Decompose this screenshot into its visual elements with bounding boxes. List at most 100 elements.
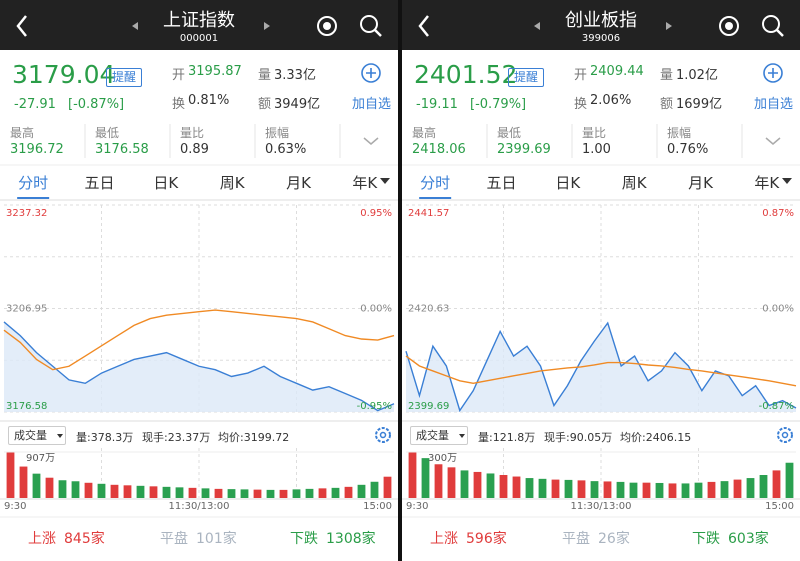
dropdown-arrow — [380, 178, 390, 184]
footer-line — [0, 516, 398, 518]
price: 2401.52 — [414, 60, 518, 89]
price-chart: 2441.57 2420.63 2399.69 0.87% 0.00% -0.87% — [402, 204, 800, 422]
field-value: 2409.44 — [590, 64, 644, 79]
prev-arrow — [132, 22, 138, 30]
stats-lines — [0, 124, 398, 201]
dropdown-arrow — [459, 434, 465, 438]
change: -19.11 — [416, 97, 458, 112]
tab[interactable]: 周K — [219, 174, 245, 192]
y-tick-label: 300万 — [428, 453, 457, 464]
stat-value: 3196.72 — [10, 142, 64, 157]
prev-arrow — [534, 22, 540, 30]
x-label: 15:00 — [765, 501, 794, 512]
tab[interactable]: 年K — [352, 174, 378, 192]
volume-bar — [408, 452, 417, 498]
y-tick-label: 3237.32 — [6, 208, 47, 219]
volume-bar — [668, 483, 677, 498]
tab[interactable]: 月K — [688, 174, 713, 192]
header-icons — [16, 15, 382, 37]
add-watchlist[interactable]: 加自选 — [352, 97, 392, 112]
add-plus — [768, 68, 778, 78]
code: 399006 — [581, 33, 621, 44]
volume-button[interactable]: 成交量 — [8, 426, 66, 445]
search-handle — [776, 29, 784, 37]
price-line — [405, 321, 797, 413]
tab[interactable]: 年K — [754, 174, 780, 192]
x-label: 9:30 — [406, 501, 429, 512]
settings-center — [781, 431, 789, 439]
field-label: 量 — [660, 68, 674, 83]
tab[interactable]: 分时 — [420, 174, 451, 192]
change-pct: [-0.87%] — [68, 97, 125, 112]
field-value: 0.81% — [188, 93, 230, 108]
y-tick-label: 907万 — [26, 453, 55, 464]
volume-bar — [214, 488, 223, 498]
robot-icon — [719, 16, 739, 36]
stat-value: 0.76% — [667, 142, 709, 157]
search-icon — [762, 15, 780, 33]
add-circle — [361, 63, 381, 83]
volume-bar — [45, 477, 54, 498]
stat-label: 最高 — [412, 126, 437, 140]
settings-center — [379, 431, 387, 439]
field-value: 1699亿 — [676, 97, 723, 112]
volume-bar — [616, 481, 625, 498]
footer-value: 596家 — [466, 531, 507, 547]
volume-bar — [58, 480, 67, 498]
stat-label: 最低 — [497, 126, 522, 140]
volume-bar — [707, 481, 716, 498]
tab[interactable]: 五日 — [84, 174, 115, 192]
stat-label: 量比 — [582, 126, 607, 140]
footer-label: 上涨 — [430, 531, 458, 547]
volume-icons — [459, 427, 793, 443]
average-line — [3, 309, 395, 371]
volume-bar — [759, 475, 768, 498]
volume-icons — [57, 427, 391, 443]
back-icon — [418, 15, 429, 37]
volume-bar — [84, 482, 93, 498]
stat-value: 0.89 — [180, 142, 209, 157]
volume-bar — [227, 489, 236, 498]
volume-bar — [305, 488, 314, 498]
tab[interactable]: 周K — [621, 174, 647, 192]
next-arrow — [264, 22, 270, 30]
tab[interactable]: 分时 — [18, 174, 49, 192]
stat-label: 振幅 — [667, 126, 692, 140]
stat-value: 2418.06 — [412, 142, 466, 157]
field-value: 3949亿 — [274, 97, 321, 112]
volume-bar — [629, 482, 638, 498]
volume-bar — [746, 478, 755, 498]
alert-button[interactable]: 提醒 — [106, 68, 143, 87]
alert-button[interactable]: 提醒 — [508, 68, 545, 87]
volume-bar — [590, 481, 599, 498]
tab[interactable]: 月K — [286, 174, 311, 192]
footer-label: 下跌 — [692, 531, 720, 547]
tab[interactable]: 五日 — [486, 174, 517, 192]
price: 3179.04 — [12, 60, 116, 89]
volume-bar — [149, 486, 158, 498]
add-watchlist[interactable]: 加自选 — [754, 97, 794, 112]
volume-bar — [772, 470, 781, 498]
panel: 上证指数 000001 3179.04 提醒 -27.91 [-0.87%] 开 3195.8… — [0, 0, 398, 561]
volume-bar — [123, 485, 132, 498]
volume-bar — [19, 466, 28, 498]
header-icons — [418, 15, 784, 37]
volume-bar — [694, 482, 703, 498]
tab[interactable]: 日K — [153, 174, 179, 192]
next-arrow — [666, 22, 672, 30]
volume-button[interactable]: 成交量 — [410, 426, 468, 445]
change: -27.91 — [14, 97, 56, 112]
footer-value: 845家 — [64, 531, 105, 547]
volume-bar — [577, 480, 586, 498]
stat-value: 3176.58 — [95, 142, 149, 157]
field-label: 换 — [574, 97, 588, 112]
field-label: 额 — [258, 97, 272, 112]
robot-icon — [317, 16, 337, 36]
volume-bar — [136, 485, 145, 498]
tab[interactable]: 日K — [555, 174, 581, 192]
volume-bar — [551, 479, 560, 498]
volume-bar — [434, 464, 443, 498]
search-handle — [374, 29, 382, 37]
settings-icon — [375, 427, 391, 443]
